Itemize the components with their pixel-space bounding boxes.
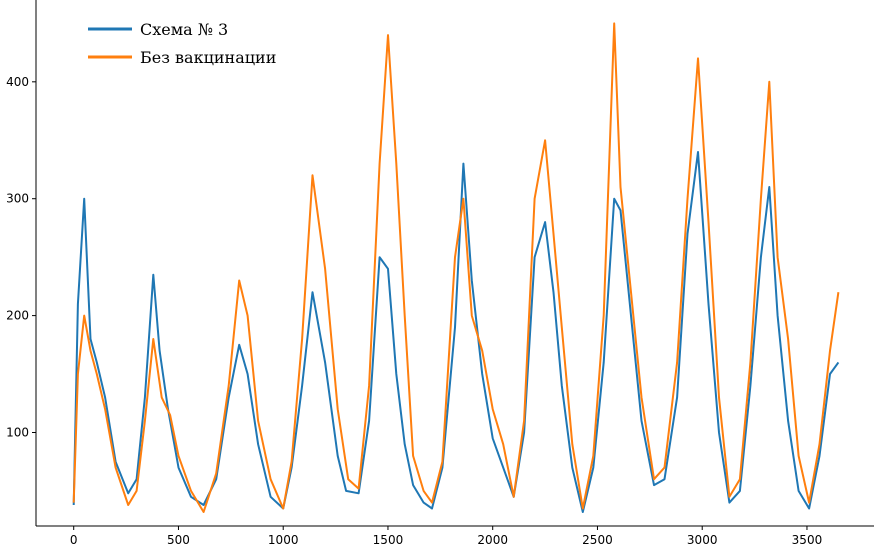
legend: Схема № 3 Без вакцинации	[88, 20, 276, 67]
x-tick-label: 2500	[582, 533, 613, 547]
x-tick-label: 2000	[477, 533, 508, 547]
x-tick-label: 0	[70, 533, 78, 547]
legend-label-1: Схема № 3	[140, 20, 228, 39]
x-tick-label: 1500	[373, 533, 404, 547]
y-tick-label: 200	[6, 309, 29, 323]
y-tick-label: 400	[6, 75, 29, 89]
legend-label-2: Без вакцинации	[140, 48, 276, 67]
series-line-1	[72, 151, 840, 513]
series-lines	[72, 22, 840, 513]
y-tick-label: 300	[6, 192, 29, 206]
x-tick-label: 3000	[687, 533, 718, 547]
y-ticks: 100 200 300 400	[6, 75, 36, 439]
y-tick-label: 100	[6, 425, 29, 439]
series-line-2	[72, 22, 840, 513]
x-tick-label: 500	[167, 533, 190, 547]
x-tick-label: 3500	[792, 533, 823, 547]
x-ticks: 0 500 1000 1500 2000 2500 3000 3500	[70, 526, 822, 547]
axes	[35, 0, 874, 527]
x-tick-label: 1000	[268, 533, 299, 547]
